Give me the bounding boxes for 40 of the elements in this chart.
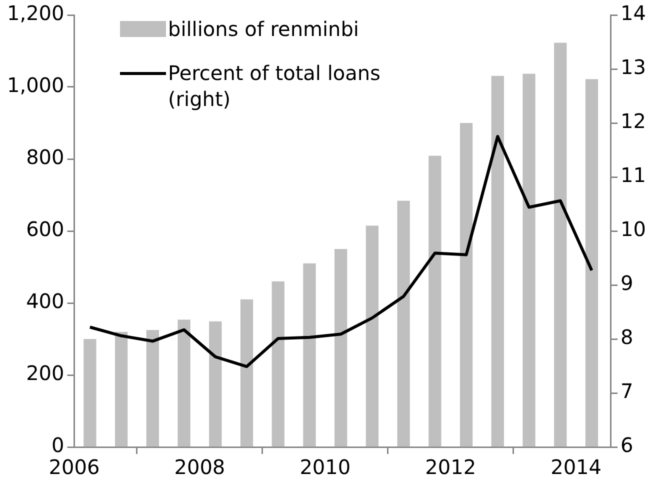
bar: [334, 249, 348, 447]
y2-tick-label: 9: [620, 271, 634, 296]
legend-label: Percent of total loans (right): [168, 60, 382, 112]
y-tick-label: 800: [26, 145, 64, 170]
y2-tick-label: 14: [620, 1, 646, 26]
bar: [585, 79, 598, 447]
y-tick-label: 1,200: [6, 1, 64, 26]
bar: [522, 74, 536, 447]
bar: [146, 330, 159, 447]
y-tick-label: 1,000: [6, 73, 64, 98]
bar: [178, 320, 190, 447]
y2-tick-label: 6: [620, 433, 634, 458]
y2-tick-label: 8: [620, 325, 634, 350]
bar: [209, 321, 222, 447]
x-tick-label: 2014: [550, 455, 602, 480]
bar: [272, 281, 284, 447]
y2-tick-label: 11: [620, 163, 646, 188]
bar: [491, 76, 504, 447]
y-tick-label: 200: [26, 361, 64, 386]
bar: [397, 200, 410, 447]
x-tick-label: 2012: [425, 455, 476, 480]
bar: [366, 226, 379, 447]
bar: [428, 156, 442, 447]
y-tick-label: 0: [52, 433, 64, 458]
bar: [114, 332, 128, 447]
x-tick-label: 2010: [300, 455, 351, 480]
bar: [554, 42, 567, 447]
y2-tick-label: 12: [620, 109, 646, 134]
legend-label: billions of renminbi: [168, 16, 359, 42]
bar: [460, 123, 473, 447]
y-tick-label: 600: [26, 217, 64, 242]
y-tick-label: 400: [26, 289, 64, 314]
y2-tick-label: 13: [620, 55, 646, 80]
bar: [240, 299, 254, 447]
y2-tick-label: 10: [620, 217, 646, 242]
bar: [84, 339, 96, 447]
y2-tick-label: 7: [620, 379, 634, 404]
x-tick-label: 2008: [174, 455, 226, 480]
bar: [303, 263, 316, 447]
x-tick-label: 2006: [48, 455, 100, 480]
